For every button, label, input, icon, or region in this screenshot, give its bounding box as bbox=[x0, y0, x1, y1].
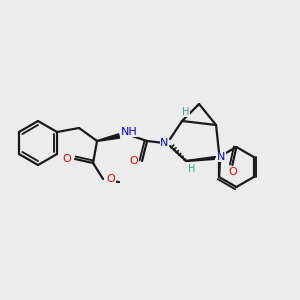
Text: N: N bbox=[217, 152, 225, 162]
Text: H: H bbox=[188, 164, 196, 174]
Text: O: O bbox=[63, 154, 71, 164]
Text: NH: NH bbox=[121, 127, 137, 137]
Text: O: O bbox=[130, 156, 138, 166]
Text: N: N bbox=[160, 138, 168, 148]
Text: O: O bbox=[228, 167, 237, 177]
Polygon shape bbox=[97, 134, 119, 141]
Text: H: H bbox=[182, 107, 190, 117]
Text: O: O bbox=[107, 174, 116, 184]
